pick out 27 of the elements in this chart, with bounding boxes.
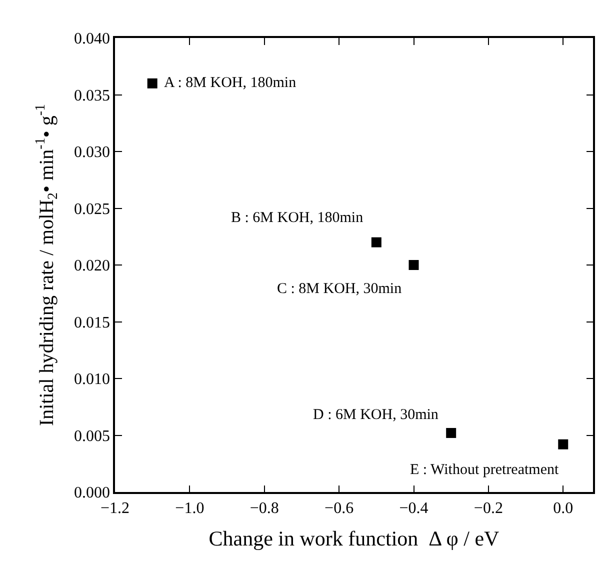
point (558, 439, 568, 450)
x-tick-label: −0.6 (324, 500, 354, 517)
y-tick-label: 0.010 (74, 371, 110, 388)
point (408, 260, 419, 270)
y-tick-label: 0.005 (74, 428, 110, 445)
y-tick-label: 0.000 (74, 484, 110, 502)
annotation: E : Without pretreatment (410, 462, 560, 478)
y-tick-label: 0.035 (74, 87, 110, 104)
annotation: B : 6M KOH, 180min (231, 210, 364, 226)
x-tick-label: 0.0 (553, 500, 574, 517)
point (371, 237, 382, 248)
x-tick-label: −1.0 (175, 500, 204, 517)
annotation: A : 8M KOH, 180min (164, 75, 297, 91)
point (446, 428, 456, 438)
y-tick-label: 0.015 (74, 314, 110, 332)
x-tick-label: −0.4 (399, 500, 428, 517)
annotation: C : 8M KOH, 30min (277, 281, 402, 297)
x-tick-label: −0.2 (474, 500, 503, 517)
y-tick-label: 0.040 (74, 30, 110, 48)
y-tick-label: 0.030 (74, 144, 110, 162)
y-tick-label: 0.020 (74, 258, 110, 275)
point (147, 78, 158, 88)
x-tick-label: −0.8 (250, 500, 279, 517)
y-tick-label: 0.025 (74, 200, 110, 218)
annotation: D : 6M KOH, 30min (313, 407, 439, 423)
x-axis-title: Change in work function Δ φ / eV (208, 526, 500, 551)
x-tick-label: −1.2 (100, 500, 130, 517)
